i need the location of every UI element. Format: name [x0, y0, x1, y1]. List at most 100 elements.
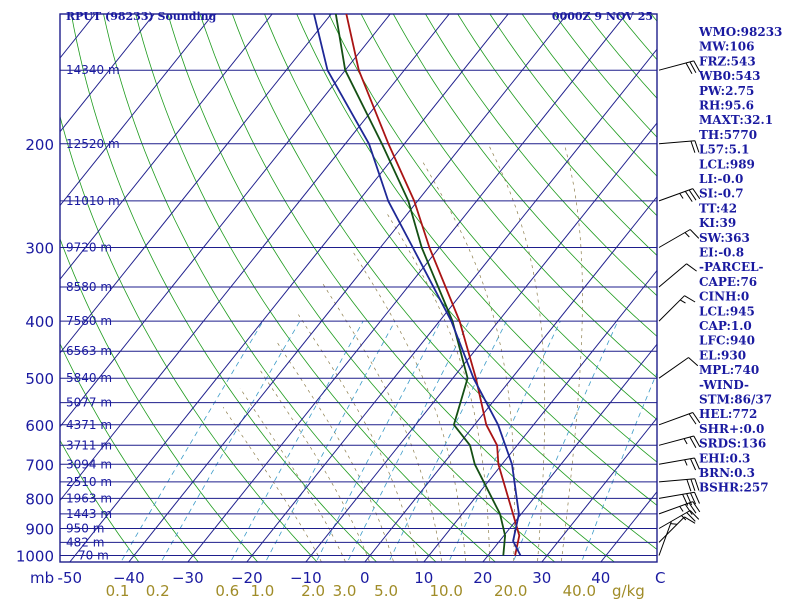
mixing-ratio-label: 2.0: [301, 582, 325, 600]
index-label: TH:5770: [699, 128, 757, 142]
mixing-ratio-line: [230, 320, 364, 562]
temperature-tick-label: −20: [231, 569, 263, 587]
index-label: SW:363: [699, 231, 750, 245]
wind-barb: [658, 516, 696, 543]
mixing-ratio-unit-label: g/kg: [612, 582, 645, 600]
mixing-ratio-label: 10.0: [429, 582, 462, 600]
wind-barb-flag: [693, 60, 701, 72]
pressure-tick-label: 900: [25, 521, 54, 539]
wind-barb: [658, 357, 699, 379]
moist-adiabat-line: [222, 407, 322, 562]
wind-barb: [658, 263, 697, 288]
wind-barb-flag: [686, 493, 693, 506]
index-label: BSHR:257: [699, 481, 769, 495]
wind-barb: [658, 510, 700, 529]
moist-adiabat-line: [258, 367, 370, 562]
wind-barb-staff: [658, 412, 693, 426]
chart-timestamp: 0000Z 9 NOV 25: [552, 10, 653, 23]
wind-barb-staff: [658, 60, 694, 71]
index-label: KI:39: [699, 216, 736, 230]
index-label: MW:106: [699, 40, 754, 54]
wind-barb-staff: [658, 457, 695, 465]
pressure-tick-label: 400: [25, 313, 54, 331]
wind-barb-flag: [693, 435, 701, 448]
isotherm-line: [69, 14, 509, 562]
height-label: 3711 m: [66, 438, 112, 452]
wind-barb-flag: [684, 295, 696, 303]
moist-adiabat-line: [560, 143, 583, 562]
wind-barb-flag: [679, 193, 684, 199]
wind-barb-flag: [670, 523, 677, 525]
height-label: 950 m: [66, 522, 104, 536]
wind-barb-flag: [686, 479, 692, 492]
wind-barb: [658, 60, 701, 75]
wind-barb-flag: [688, 413, 697, 425]
moist-adiabat-line: [277, 342, 395, 562]
isotherm-line: [60, 14, 214, 207]
height-label: 482 m: [66, 535, 104, 549]
dry-adiabat-line: [264, 14, 657, 506]
isotherm-line: [60, 14, 273, 281]
mixing-ratio-line: [512, 320, 619, 562]
wind-barb-flag: [692, 188, 701, 200]
mixing-ratio-label: 1.0: [250, 582, 274, 600]
dry-adiabat-line: [296, 14, 657, 463]
mixing-ratio-line: [388, 320, 507, 562]
mixing-ratio-line: [581, 371, 657, 562]
temperature-tick-label: 20: [473, 569, 492, 587]
dry-adiabat-line: [60, 439, 140, 562]
mixing-ratio-line: [346, 320, 470, 562]
isotherm-line: [60, 14, 155, 133]
index-label: LI:-0.0: [699, 172, 743, 186]
isotherm-line: [482, 343, 657, 562]
mixing-ratio-line: [120, 320, 264, 562]
isotherm-line: [60, 14, 450, 502]
height-label: 70 m: [78, 549, 109, 563]
wind-barb-flag: [692, 501, 701, 513]
isotherm-line: [364, 195, 657, 562]
index-label: CINH:0: [699, 290, 749, 304]
dry-adiabat-line: [60, 342, 199, 562]
dry-adiabat-line: [553, 14, 657, 138]
wind-barb: [658, 140, 700, 153]
wind-barb-flag: [688, 502, 697, 514]
temperature-tick-label: 40: [591, 569, 610, 587]
index-label: SHR+:0.0: [699, 422, 764, 436]
isotherm-line: [305, 122, 657, 562]
index-label: PW:2.75: [699, 84, 754, 98]
wind-barb-flag: [689, 436, 697, 449]
index-label: EI:-0.8: [699, 246, 744, 260]
index-label: WB0:543: [698, 69, 760, 83]
wind-barb-flag: [684, 459, 688, 466]
temperature-tick-label: −40: [113, 569, 145, 587]
pressure-tick-label: 800: [25, 490, 54, 508]
mixing-ratio-label: 0.2: [146, 582, 170, 600]
wind-barb-staff: [658, 491, 695, 499]
wind-barb: [658, 457, 700, 471]
height-label: 6563 m: [66, 344, 112, 358]
dry-adiabat-line: [489, 14, 657, 217]
x-axis-label: C: [655, 569, 665, 587]
pressure-isobars: [59, 13, 658, 563]
index-label: MAXT:32.1: [699, 113, 773, 127]
wind-barb-staff: [658, 510, 691, 529]
wind-barb: [658, 435, 701, 449]
wind-barb-staff: [658, 140, 695, 145]
index-label: STM:86/37: [699, 393, 772, 407]
moist-adiabat-line: [298, 314, 419, 562]
pressure-tick-label: 700: [25, 456, 54, 474]
wind-barb-flag: [688, 189, 697, 201]
wind-barb-staff: [658, 188, 693, 202]
mixing-ratio-label: 20.0: [494, 582, 527, 600]
height-label: 5077 m: [66, 396, 112, 410]
wind-barb-flag: [689, 510, 700, 520]
wind-barb-staff: [658, 516, 685, 543]
plot-frame: [59, 13, 658, 563]
height-label: 1963 m: [66, 491, 112, 505]
wind-barb-flag: [679, 506, 684, 512]
isotherm-line: [60, 14, 391, 428]
dry-adiabat-line: [328, 14, 657, 421]
index-label: HEL:772: [699, 407, 757, 421]
wind-barb: [658, 295, 696, 322]
